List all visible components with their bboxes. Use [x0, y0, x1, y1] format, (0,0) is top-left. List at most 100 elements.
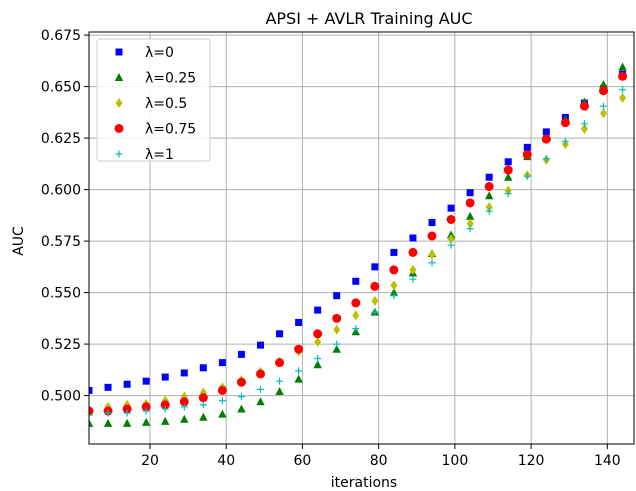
data-point — [89, 418, 94, 427]
data-point — [409, 264, 417, 275]
data-point — [160, 400, 170, 410]
data-point — [161, 373, 169, 381]
data-point — [257, 341, 265, 349]
data-point — [523, 172, 531, 180]
x-tick-label: 40 — [217, 453, 235, 469]
data-point — [237, 393, 245, 401]
y-tick-label: 0.625 — [41, 131, 81, 147]
legend: λ=0 λ=0.25 λ=0.5 λ=0.75 λ=1 — [96, 38, 211, 163]
data-point — [332, 344, 341, 353]
y-tick-label: 0.575 — [41, 234, 81, 250]
axis-ticks: 20 40 60 80 100 120 140 0.500 0.525 0.550 0.575 0.6… — [41, 28, 621, 469]
legend-label: λ=1 — [145, 147, 174, 163]
data-point — [485, 173, 493, 181]
data-point — [619, 92, 627, 103]
data-point — [218, 397, 226, 405]
legend-marker — [115, 150, 123, 158]
data-point — [313, 360, 322, 369]
data-point — [389, 288, 399, 297]
data-point — [275, 358, 285, 368]
data-point — [466, 189, 474, 197]
data-point — [352, 310, 360, 321]
data-point — [485, 202, 493, 213]
data-point — [179, 397, 189, 407]
data-point — [522, 150, 532, 160]
legend-marker — [114, 124, 124, 133]
data-point — [523, 143, 531, 151]
data-point — [390, 292, 398, 300]
y-tick-label: 0.500 — [41, 389, 81, 405]
data-point — [256, 397, 265, 406]
data-point — [370, 281, 380, 291]
x-tick-label: 120 — [518, 453, 545, 469]
data-point — [199, 401, 207, 409]
data-point — [409, 234, 417, 242]
data-point — [275, 386, 284, 395]
data-point — [333, 340, 341, 348]
data-point — [180, 414, 189, 423]
data-point — [141, 402, 151, 412]
x-tick-label: 80 — [370, 453, 388, 469]
data-point — [332, 313, 342, 323]
data-point — [141, 417, 151, 426]
y-tick-label: 0.525 — [41, 337, 81, 353]
data-point — [122, 418, 132, 427]
y-tick-label: 0.550 — [41, 286, 81, 302]
legend-marker — [115, 48, 123, 56]
data-point — [199, 364, 207, 372]
data-point — [295, 318, 303, 326]
data-point — [257, 385, 265, 393]
data-point — [466, 218, 474, 229]
data-point — [408, 247, 418, 257]
data-point — [447, 241, 455, 249]
data-point — [599, 86, 609, 96]
data-point — [560, 118, 570, 128]
data-point — [199, 412, 208, 421]
data-point — [542, 155, 550, 163]
data-point — [314, 306, 322, 314]
data-point — [600, 102, 608, 110]
data-point — [427, 231, 437, 241]
data-point — [256, 369, 266, 379]
data-point — [371, 295, 379, 306]
data-point — [542, 128, 550, 136]
data-point — [237, 404, 246, 413]
data-point — [218, 409, 227, 418]
data-point — [142, 377, 150, 385]
data-point — [579, 101, 589, 111]
data-point — [314, 337, 322, 348]
data-point — [541, 134, 551, 144]
data-point — [295, 367, 303, 375]
y-tick-label: 0.675 — [41, 28, 81, 44]
data-point — [504, 172, 513, 181]
data-point — [236, 377, 246, 387]
data-point — [352, 277, 360, 285]
data-point — [333, 292, 341, 300]
data-point — [276, 377, 284, 385]
data-point — [161, 405, 169, 413]
data-point — [123, 380, 131, 388]
data-point — [371, 263, 379, 271]
data-point — [89, 411, 93, 419]
legend-marker — [115, 98, 123, 108]
data-point — [180, 403, 188, 411]
x-tick-label: 100 — [442, 453, 469, 469]
data-point — [123, 409, 131, 417]
data-point — [371, 308, 379, 316]
data-point — [465, 211, 475, 220]
data-point — [352, 325, 360, 333]
data-point — [446, 214, 456, 224]
data-point — [389, 265, 399, 275]
data-point — [485, 207, 493, 215]
data-points — [89, 62, 628, 427]
data-point — [161, 416, 170, 425]
y-axis-title: AUC — [11, 226, 27, 256]
x-tick-label: 20 — [141, 453, 159, 469]
data-point — [447, 204, 455, 212]
data-point — [294, 344, 304, 354]
data-point — [122, 404, 132, 414]
data-point — [618, 62, 627, 71]
data-point — [465, 198, 475, 208]
x-axis-title: iterations — [331, 475, 397, 491]
data-point — [504, 190, 512, 198]
